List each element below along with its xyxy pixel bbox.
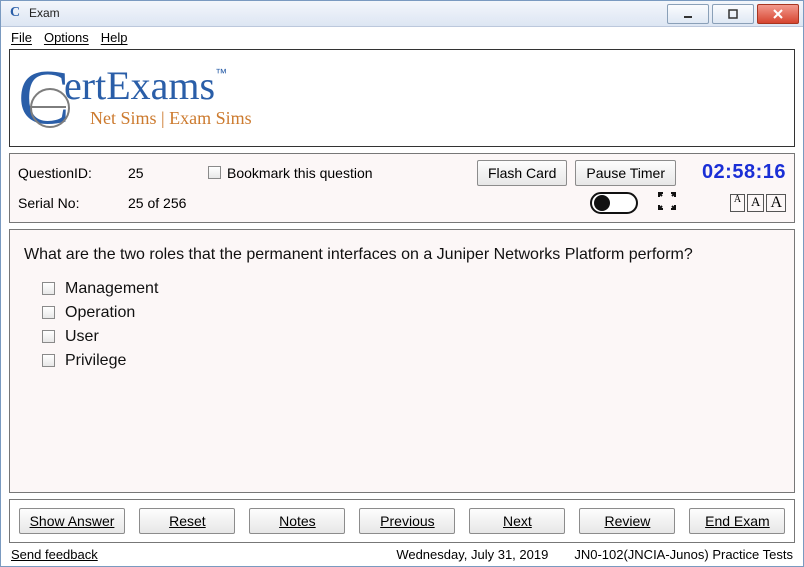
option-checkbox-2[interactable] bbox=[42, 306, 55, 319]
minimize-icon bbox=[683, 9, 693, 19]
bookmark-checkbox[interactable] bbox=[208, 166, 221, 179]
option-row: User bbox=[42, 328, 780, 346]
question-panel: What are the two roles that the permanen… bbox=[9, 229, 795, 493]
bookmark-wrap: Bookmark this question bbox=[208, 165, 408, 181]
option-label-2: Operation bbox=[65, 304, 135, 322]
option-checkbox-3[interactable] bbox=[42, 330, 55, 343]
qid-value: 25 bbox=[128, 165, 208, 181]
app-icon: C bbox=[7, 5, 23, 21]
option-label-4: Privilege bbox=[65, 352, 126, 370]
mode-toggle[interactable] bbox=[590, 192, 638, 214]
next-button[interactable]: Next bbox=[469, 508, 565, 534]
logo-subtitle: Net Sims | Exam Sims bbox=[90, 108, 252, 129]
serial-label: Serial No: bbox=[18, 195, 128, 211]
app-window: C Exam File Options Help C ertExams™ bbox=[0, 0, 804, 567]
previous-button[interactable]: Previous bbox=[359, 508, 455, 534]
menu-help[interactable]: Help bbox=[101, 30, 128, 45]
maximize-button[interactable] bbox=[712, 4, 754, 24]
info-buttons: Flash Card Pause Timer bbox=[408, 160, 676, 186]
review-button[interactable]: Review bbox=[579, 508, 675, 534]
send-feedback-link[interactable]: Send feedback bbox=[11, 547, 98, 562]
toggle-knob bbox=[594, 195, 610, 211]
status-date: Wednesday, July 31, 2019 bbox=[396, 547, 548, 562]
option-row: Privilege bbox=[42, 352, 780, 370]
action-panel: Show Answer Reset Notes Previous Next Re… bbox=[9, 499, 795, 543]
option-checkbox-4[interactable] bbox=[42, 354, 55, 367]
notes-button[interactable]: Notes bbox=[249, 508, 345, 534]
option-row: Management bbox=[42, 280, 780, 298]
question-text: What are the two roles that the permanen… bbox=[24, 246, 780, 264]
pause-timer-button[interactable]: Pause Timer bbox=[575, 160, 676, 186]
serial-value: 25 of 256 bbox=[128, 195, 208, 211]
row2-controls bbox=[408, 192, 676, 214]
font-small-button[interactable]: A bbox=[730, 194, 745, 212]
window-title: Exam bbox=[29, 6, 60, 20]
titlebar: C Exam bbox=[1, 1, 803, 27]
end-exam-button[interactable]: End Exam bbox=[689, 508, 785, 534]
font-medium-button[interactable]: A bbox=[747, 194, 764, 212]
timer-display: 02:58:16 bbox=[676, 161, 786, 184]
fullscreen-icon bbox=[658, 192, 676, 210]
font-large-button[interactable]: A bbox=[766, 194, 786, 212]
bookmark-label: Bookmark this question bbox=[227, 165, 373, 181]
font-size-controls: A A A bbox=[676, 194, 786, 212]
minimize-button[interactable] bbox=[667, 4, 709, 24]
close-button[interactable] bbox=[757, 4, 799, 24]
menu-options[interactable]: Options bbox=[44, 30, 89, 45]
reset-button[interactable]: Reset bbox=[139, 508, 235, 534]
statusbar: Send feedback Wednesday, July 31, 2019 J… bbox=[9, 547, 795, 566]
close-icon bbox=[773, 9, 783, 19]
logo-tm: ™ bbox=[215, 66, 227, 80]
menubar: File Options Help bbox=[1, 27, 803, 49]
window-controls bbox=[667, 3, 803, 24]
content: C ertExams™ Net Sims | Exam Sims Questio… bbox=[1, 49, 803, 566]
option-label-1: Management bbox=[65, 280, 158, 298]
menu-file[interactable]: File bbox=[11, 30, 32, 45]
status-exam-name: JN0-102(JNCIA-Junos) Practice Tests bbox=[574, 547, 793, 562]
logo-big-c: C bbox=[18, 66, 70, 128]
info-panel: QuestionID: 25 Bookmark this question Fl… bbox=[9, 153, 795, 223]
qid-label: QuestionID: bbox=[18, 165, 128, 181]
option-label-3: User bbox=[65, 328, 99, 346]
show-answer-button[interactable]: Show Answer bbox=[19, 508, 126, 534]
logo-main-text: ertExams bbox=[64, 63, 215, 108]
option-checkbox-1[interactable] bbox=[42, 282, 55, 295]
fullscreen-button[interactable] bbox=[658, 192, 676, 213]
flash-card-button[interactable]: Flash Card bbox=[477, 160, 567, 186]
maximize-icon bbox=[728, 9, 738, 19]
logo-panel: C ertExams™ Net Sims | Exam Sims bbox=[9, 49, 795, 147]
logo-text-wrap: ertExams™ Net Sims | Exam Sims bbox=[64, 66, 252, 129]
option-row: Operation bbox=[42, 304, 780, 322]
